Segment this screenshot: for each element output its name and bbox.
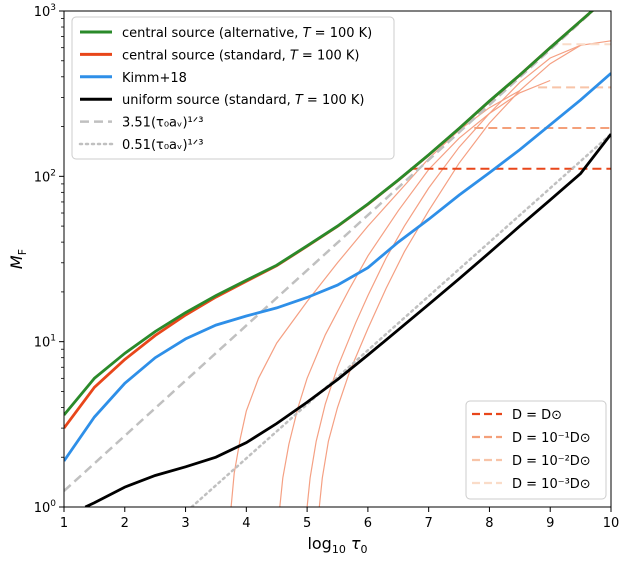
x-tick-label: 2 [121,516,129,531]
x-tick-label: 1 [60,516,68,531]
legend-main-box [71,16,395,160]
series-line-5 [64,11,595,492]
legend-main-label: central source (standard, T = 100 K) [122,48,360,63]
legend-d-label: D = 10⁻²D⊙ [512,454,591,469]
legend-main-label: central source (alternative, T = 100 K) [122,26,372,41]
series-line-3 [64,72,611,462]
x-tick-label: 3 [181,516,189,531]
x-tick-label: 4 [242,516,250,531]
y-tick-label: 103 [34,3,56,20]
y-axis-label: MF [7,249,29,269]
thin-curve-3 [306,44,581,507]
x-axis: 1 2 3 4 5 6 7 8 9 10 [60,507,619,531]
legend-main-label: uniform source (standard, T = 100 K) [122,93,365,108]
legend-d-box [465,400,607,500]
x-tick-label: 8 [485,516,493,531]
legend-main-label: Kimm+18 [122,71,187,86]
legend-d-label: D = 10⁻¹D⊙ [512,431,591,446]
series-line-6 [190,132,611,507]
x-tick-label: 6 [364,516,372,531]
legend-d-label: D = 10⁻³D⊙ [512,477,591,492]
legend-d: D = D⊙ D = 10⁻¹D⊙ D = 10⁻²D⊙ D = 10⁻³D⊙ [465,400,607,500]
series-line-1 [64,11,595,416]
x-tick-label: 10 [603,516,620,531]
x-axis-label: log10 τ0 [307,534,367,556]
series-line-4 [84,133,611,507]
y-tick-label: 101 [34,334,56,351]
x-tick-label: 7 [425,516,433,531]
thin-curve-1 [230,90,521,507]
series-layer [64,11,611,507]
thin-curve-4 [318,40,611,507]
legend-main-label: 0.51(τ₀aᵥ)¹ᐟ³ [122,138,203,153]
y-tick-label: 100 [34,499,57,516]
y-tick-label: 102 [34,168,56,185]
y-axis: 100 101 102 103 [34,3,64,516]
x-tick-label: 9 [546,516,554,531]
legend-main: central source (alternative, T = 100 K) c… [71,16,395,160]
plot-frame [63,10,612,508]
x-tick-label: 5 [303,516,311,531]
thin-curves [230,40,611,507]
legend-main-label: 3.51(τ₀aᵥ)¹ᐟ³ [122,116,203,131]
legend-d-label: D = D⊙ [512,408,562,423]
